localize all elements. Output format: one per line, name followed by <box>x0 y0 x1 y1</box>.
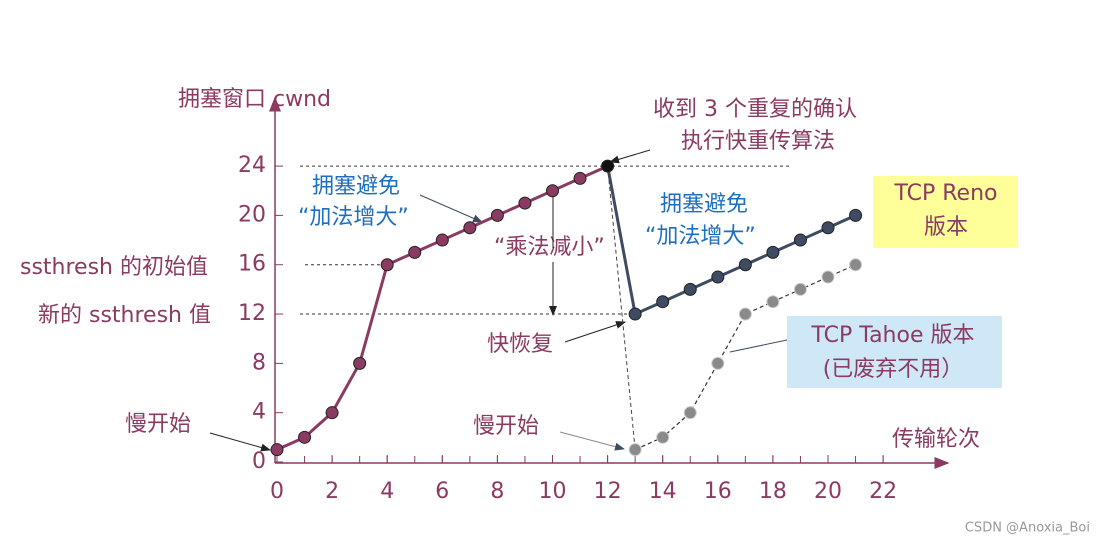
data-point <box>601 159 615 173</box>
data-point <box>380 258 394 272</box>
data-point <box>821 221 835 235</box>
tahoe-box <box>787 316 1002 388</box>
data-point <box>628 307 642 321</box>
data-point <box>793 233 807 247</box>
legend-tahoe-2: (已废弃不用） <box>823 357 964 382</box>
data-point <box>738 307 752 321</box>
data-point <box>408 245 422 259</box>
x-tick-label: 2 <box>325 479 339 504</box>
data-point <box>656 430 670 444</box>
annotation: 收到 3 个重复的确认 <box>653 97 857 122</box>
data-point <box>518 196 532 210</box>
annotation: 快恢复 <box>487 332 553 357</box>
data-point <box>463 221 477 235</box>
data-point <box>656 295 670 309</box>
y-tick-label: 24 <box>238 153 266 178</box>
x-tick-label: 4 <box>380 479 394 504</box>
y-tick-label: 12 <box>238 301 266 326</box>
data-point <box>821 270 835 284</box>
data-point <box>711 356 725 370</box>
annotation: 执行快重传算法 <box>681 129 835 154</box>
legend-reno-2: 版本 <box>924 215 968 240</box>
data-point <box>325 406 339 420</box>
data-point <box>628 443 642 457</box>
pointer <box>609 149 651 164</box>
annotation: ssthresh 的初始值 <box>20 255 208 280</box>
x-tick-label: 18 <box>759 479 787 504</box>
series-line <box>634 264 856 451</box>
data-point <box>683 406 697 420</box>
pointer <box>419 194 483 223</box>
data-point <box>573 171 587 185</box>
watermark: CSDN @Anoxia_Boi <box>965 521 1090 536</box>
y-tick-label: 0 <box>252 449 266 474</box>
data-point <box>849 208 863 222</box>
data-point <box>738 258 752 272</box>
data-point <box>546 184 559 198</box>
legend-reno: TCP Reno <box>893 181 997 206</box>
annotation: 新的 ssthresh 值 <box>38 303 211 328</box>
x-axis-label: 传输轮次 <box>892 427 980 452</box>
pointer <box>559 431 625 451</box>
x-tick-label: 6 <box>435 479 449 504</box>
annotation: 拥塞避免 <box>312 174 400 199</box>
x-tick-label: 8 <box>490 479 504 504</box>
tahoe-drop <box>607 166 636 450</box>
data-point <box>793 282 807 296</box>
data-point <box>766 245 780 259</box>
data-point <box>711 270 725 284</box>
x-tick-label: 22 <box>869 479 897 504</box>
x-tick-label: 0 <box>270 479 284 504</box>
pointer <box>209 432 271 452</box>
annotation: “乘法减小” <box>494 235 605 260</box>
reno-box <box>873 176 1018 248</box>
x-tick-label: 10 <box>539 479 567 504</box>
annotation: “加法增大” <box>645 224 756 249</box>
data-point <box>766 295 780 309</box>
legend-tahoe: TCP Tahoe 版本 <box>811 323 975 348</box>
pointer <box>729 339 788 353</box>
y-tick-label: 20 <box>238 202 266 227</box>
y-tick-label: 8 <box>252 350 266 375</box>
data-point <box>270 443 284 457</box>
x-tick-label: 16 <box>704 479 732 504</box>
annotation: 慢开始 <box>125 412 191 437</box>
annotation: 慢开始 <box>473 414 539 439</box>
x-tick-label: 20 <box>814 479 842 504</box>
data-point <box>849 258 863 272</box>
data-point <box>298 430 312 444</box>
x-tick-label: 14 <box>649 479 677 504</box>
data-point <box>353 356 367 370</box>
data-point <box>435 233 449 247</box>
fast-retransmit-drop <box>606 165 637 315</box>
data-point <box>490 208 504 222</box>
data-point <box>683 282 697 296</box>
annotation: 拥塞避免 <box>660 192 748 217</box>
x-tick-label: 12 <box>594 479 622 504</box>
y-tick-label: 16 <box>238 252 266 277</box>
y-axis-label: 拥塞窗口 cwnd <box>178 87 331 112</box>
pointer <box>564 321 626 343</box>
y-tick-label: 4 <box>252 400 266 425</box>
annotation: “加法增大” <box>298 205 409 230</box>
